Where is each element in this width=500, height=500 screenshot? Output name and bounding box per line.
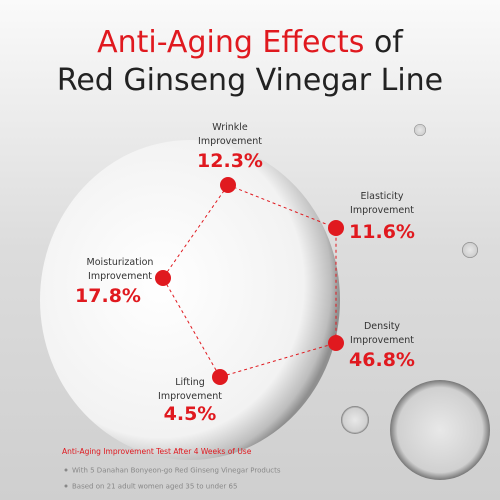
title-rest: of: [374, 25, 404, 60]
node-value: 12.3%: [197, 150, 263, 172]
bubble: [40, 140, 340, 460]
dot: [212, 369, 228, 385]
node-value: 11.6%: [349, 221, 415, 243]
dots: [155, 177, 344, 385]
node-label: Improvement: [350, 205, 414, 216]
bullet-dot: [64, 484, 68, 488]
node-label: Improvement: [158, 391, 222, 402]
bubble: [414, 124, 426, 136]
node-label: Lifting: [175, 377, 205, 388]
dot: [328, 335, 344, 351]
bubble: [462, 242, 478, 258]
connector: [162, 184, 337, 378]
node-value: 4.5%: [164, 403, 217, 425]
node-value: 46.8%: [349, 349, 415, 371]
footer-bullet: With 5 Danahan Bonyeon-go Red Ginseng Vi…: [72, 467, 281, 475]
title: Anti-Aging Effects of: [97, 25, 404, 60]
node-label: Improvement: [350, 335, 414, 346]
footer-heading: Anti-Aging Improvement Test After 4 Week…: [62, 447, 252, 456]
bullet-dot: [64, 468, 68, 472]
node-label: Elasticity: [361, 191, 404, 202]
title-line2: Red Ginseng Vinegar Line: [57, 63, 443, 98]
node-label: Improvement: [88, 271, 152, 282]
node-label: Improvement: [198, 136, 262, 147]
dot: [220, 177, 236, 193]
dot: [328, 220, 344, 236]
bubble: [341, 406, 369, 434]
title-highlight: Anti-Aging Effects: [97, 25, 364, 60]
node-label: Wrinkle: [212, 122, 248, 133]
node-value: 17.8%: [75, 285, 141, 307]
node-label: Density: [364, 321, 400, 332]
bubble: [390, 380, 490, 480]
node-label: Moisturization: [87, 257, 154, 268]
dot: [155, 270, 171, 286]
footer-bullet: Based on 21 adult women aged 35 to under…: [72, 483, 237, 491]
